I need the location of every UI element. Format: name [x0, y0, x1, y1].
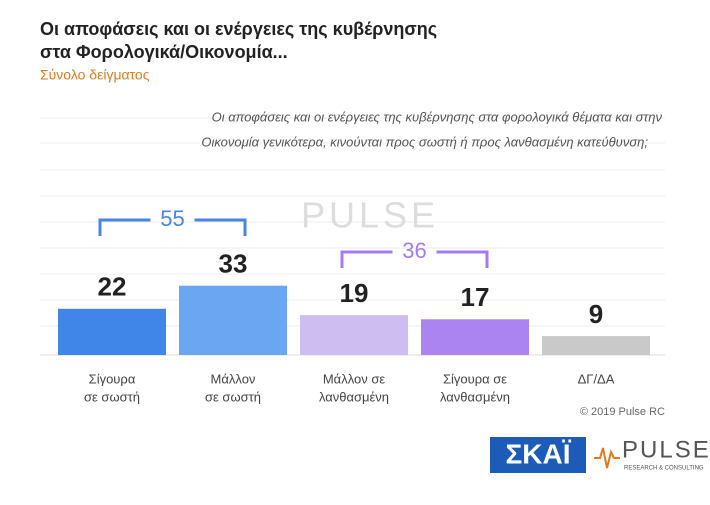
question: Οι αποφάσεις και οι ενέργειες της κυβέρν… [212, 109, 663, 124]
watermark: PULSE [301, 195, 439, 236]
x-tick-label: Μάλλον σε [323, 371, 386, 386]
bar [58, 308, 166, 355]
bracket [340, 250, 393, 268]
value-label: 9 [589, 299, 603, 329]
bar [300, 315, 408, 355]
bracket [98, 218, 151, 236]
bracket-label: 36 [402, 238, 426, 263]
pulse-logo: PULSE [622, 436, 710, 463]
copyright: © 2019 Pulse RC [580, 406, 665, 418]
bar [421, 319, 529, 355]
value-label: 22 [98, 272, 127, 302]
x-tick-label: λανθασμένη [440, 389, 510, 404]
chart-title: Οι αποφάσεις και οι ενέργειες της κυβέρν… [40, 19, 437, 39]
x-tick-label: Σίγουρα [89, 371, 136, 386]
skai-logo-bg [490, 437, 586, 473]
chart-title: στα Φορολογικά/Οικονομία... [40, 42, 288, 62]
pulse-logo-icon [594, 447, 620, 469]
bar [542, 336, 650, 355]
value-label: 33 [219, 249, 248, 279]
x-tick-label: σε σωστή [205, 389, 261, 404]
x-tick-label: σε σωστή [84, 389, 140, 404]
x-tick-label: λανθασμένη [319, 389, 389, 404]
x-tick-label: Μάλλον [211, 371, 256, 386]
skai-logo: ΣΚΑΪ [505, 438, 571, 469]
pulse-logo-sub: RESEARCH & CONSULTING [624, 466, 704, 472]
x-tick-label: ΔΓ/ΔΑ [578, 371, 615, 386]
bracket-label: 55 [160, 206, 184, 231]
chart-subtitle: Σύνολο δείγματος [40, 67, 150, 83]
value-label: 17 [461, 282, 490, 312]
x-tick-label: Σίγουρα σε [443, 371, 507, 386]
bar [179, 285, 287, 355]
question: Οικονομία γενικότερα, κινούνται προς σωσ… [201, 134, 648, 149]
value-label: 19 [340, 278, 369, 308]
bracket [194, 218, 247, 236]
bracket [436, 250, 489, 268]
